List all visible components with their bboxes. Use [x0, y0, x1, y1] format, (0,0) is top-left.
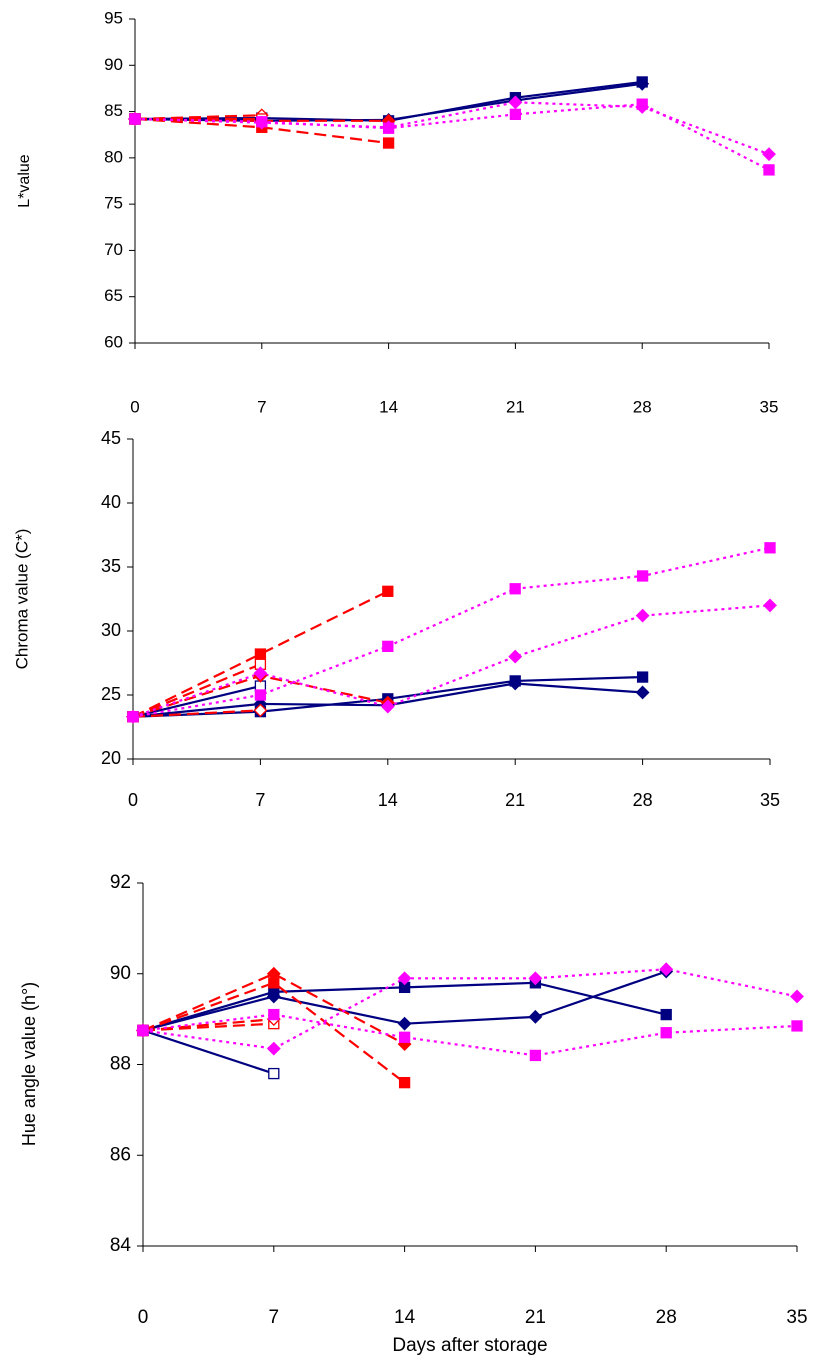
x-tick-label: 28 [656, 1307, 677, 1328]
x-tick-label: 35 [760, 397, 779, 416]
y-tick-label: 30 [101, 620, 121, 640]
series-line [132, 663, 261, 718]
marker [762, 147, 776, 162]
marker [764, 542, 776, 554]
marker [636, 98, 648, 110]
x-tick-label: 28 [633, 397, 652, 416]
series-line [142, 968, 798, 1050]
marker [266, 1041, 281, 1056]
marker [137, 1024, 149, 1037]
series-line [132, 684, 261, 718]
y-tick-label: 25 [101, 684, 121, 704]
x-tick-label: 21 [506, 397, 525, 416]
y-tick-label: 92 [110, 872, 131, 893]
x-tick-label: 14 [379, 397, 398, 416]
marker [398, 1031, 411, 1043]
marker [509, 108, 522, 120]
marker [256, 116, 268, 128]
x-tick-label: 0 [128, 790, 138, 810]
y-tick-label: 70 [104, 240, 123, 259]
series-line [142, 1013, 798, 1057]
y-tick-label: 40 [101, 492, 121, 512]
marker [397, 1016, 412, 1031]
marker [508, 95, 523, 110]
y-tick-label: 95 [104, 8, 123, 27]
y-tick-label: 90 [104, 55, 123, 74]
marker [382, 122, 395, 134]
marker [791, 1020, 803, 1032]
x-tick-label: 35 [786, 1307, 807, 1328]
marker [129, 113, 141, 125]
marker [660, 1027, 672, 1039]
marker [635, 685, 650, 700]
y-tick-label: 88 [110, 1054, 131, 1075]
marker [508, 676, 523, 691]
y-tick-label: 80 [104, 147, 123, 166]
marker [790, 989, 804, 1004]
marker [266, 989, 281, 1004]
marker [635, 608, 650, 623]
y-tick-label: 86 [110, 1144, 131, 1165]
marker [635, 76, 650, 91]
marker [382, 137, 395, 149]
y-tick-label: 65 [104, 286, 123, 305]
x-tick-label: 21 [525, 1307, 546, 1328]
series-line [134, 103, 770, 171]
y-tick-label: 84 [110, 1235, 132, 1256]
y-axis-title: L*value [16, 154, 33, 207]
marker [254, 648, 267, 660]
x-tick-label: 7 [269, 1307, 280, 1328]
y-tick-label: 60 [104, 332, 123, 351]
marker [763, 164, 775, 176]
x-tick-label: 14 [394, 1307, 416, 1328]
marker [254, 689, 267, 701]
marker [763, 598, 777, 613]
marker [659, 962, 674, 977]
x-tick-label: 21 [505, 790, 525, 810]
series-line [142, 981, 406, 1084]
x-tick-label: 35 [760, 790, 780, 810]
marker [127, 711, 139, 723]
series-line [132, 590, 389, 718]
series-line [132, 546, 771, 718]
marker [528, 971, 543, 986]
marker [528, 1009, 543, 1024]
x-tick-label: 0 [130, 397, 139, 416]
y-tick-label: 90 [110, 963, 131, 984]
marker [268, 1008, 280, 1021]
y-tick-label: 20 [101, 748, 121, 768]
marker [397, 971, 412, 986]
series-line [132, 604, 771, 718]
x-tick-label: 7 [257, 397, 266, 416]
marker [509, 583, 521, 595]
series-line [142, 1029, 275, 1075]
marker [382, 585, 394, 597]
marker [268, 1067, 280, 1080]
marker [660, 1008, 672, 1021]
series-line [142, 972, 406, 1046]
marker [636, 570, 649, 582]
marker [382, 640, 394, 653]
x-tick-label: 0 [138, 1307, 149, 1328]
marker [253, 703, 268, 718]
marker [529, 1049, 542, 1062]
marker [266, 966, 281, 981]
x-tick-label: 28 [633, 790, 653, 810]
y-axis-title: Chroma value (C*) [12, 529, 31, 670]
series-line [132, 709, 261, 718]
marker [636, 671, 649, 683]
x-tick-label: 14 [378, 790, 398, 810]
marker [398, 1077, 411, 1089]
x-tick-label: 7 [255, 790, 265, 810]
y-tick-label: 85 [104, 101, 123, 120]
x-axis-title: Days after storage [392, 1335, 547, 1356]
marker [508, 649, 523, 664]
y-tick-label: 35 [101, 556, 121, 576]
y-tick-label: 45 [101, 428, 121, 448]
marker [380, 699, 395, 714]
y-tick-label: 75 [104, 194, 123, 213]
marker [253, 666, 268, 681]
y-axis-title: Hue angle value (h°) [19, 982, 39, 1146]
